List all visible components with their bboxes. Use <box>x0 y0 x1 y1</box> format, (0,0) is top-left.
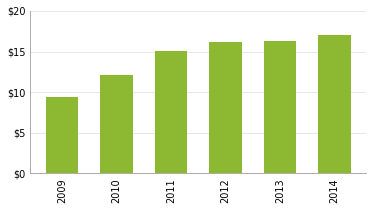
Bar <box>46 97 78 173</box>
Bar <box>264 41 296 173</box>
Bar <box>318 34 351 173</box>
Bar <box>209 42 242 173</box>
Bar <box>100 75 133 173</box>
Bar <box>154 51 187 173</box>
